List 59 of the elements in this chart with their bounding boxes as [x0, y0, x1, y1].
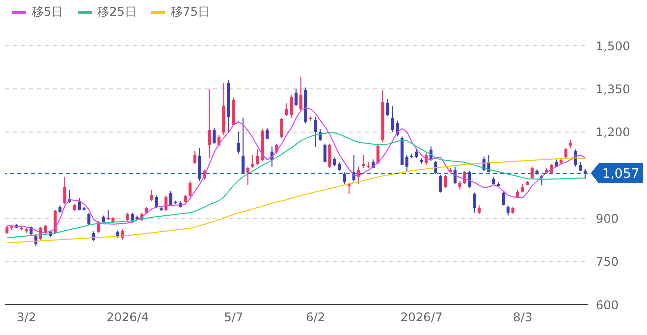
y-tick-label: 1,500: [596, 39, 630, 54]
candlestick: [468, 170, 472, 188]
candlestick: [506, 205, 510, 216]
candlestick: [266, 128, 269, 140]
legend-label: 移5日: [32, 4, 64, 21]
y-tick-label: 1,200: [596, 126, 630, 140]
x-tick-label: 6/2: [306, 310, 326, 325]
y-tick-label: 900: [596, 212, 619, 226]
ref-line-label: 1,057: [602, 166, 640, 182]
legend-label: 移75日: [170, 4, 210, 21]
candlestick: [280, 117, 284, 139]
candlestick: [212, 128, 216, 144]
candlestick: [454, 166, 457, 185]
x-tick-label: 3/2: [17, 310, 36, 325]
candlestick: [150, 189, 154, 202]
legend-label: 移25日: [98, 4, 137, 21]
candlestick: [473, 192, 476, 214]
candlestick: [251, 154, 254, 169]
candlestick: [328, 143, 332, 169]
candlestick: [164, 195, 168, 212]
x-tick-label: 8/3: [513, 310, 533, 325]
x-tick-label: 5/7: [224, 310, 244, 325]
candlestick: [64, 176, 67, 205]
candlestick: [242, 117, 245, 175]
candlestick: [88, 212, 91, 226]
y-tick-label: 600: [596, 298, 619, 312]
candlestick: [236, 132, 240, 154]
candlestick: [386, 98, 390, 118]
y-tick-label: 1,350: [596, 82, 630, 96]
candlestick: [300, 76, 303, 112]
candlestick: [439, 174, 442, 194]
candlestick: [78, 198, 81, 212]
candlestick: [188, 180, 192, 198]
x-tick-label: 2026/7: [400, 310, 443, 325]
candlestick: [342, 172, 346, 185]
candlestick: [208, 88, 212, 159]
y-tick-label: 750: [596, 255, 619, 270]
candlestick: [362, 154, 366, 169]
candlestick: [324, 143, 327, 164]
candlestick: [434, 160, 438, 175]
line-series: [6, 158, 586, 244]
candlestick: [194, 150, 197, 164]
candlestick: [198, 148, 202, 182]
candlestick: [502, 190, 505, 206]
candlestick: [564, 148, 568, 159]
candlestick: [285, 103, 288, 118]
x-tick-label: 2026/4: [106, 310, 149, 325]
candlestick: [530, 166, 534, 180]
candlestick: [246, 166, 250, 186]
candlestick: [444, 175, 448, 189]
candlestick: [391, 106, 394, 133]
candlestick: [290, 94, 293, 118]
candlestick: [415, 148, 418, 159]
candlestick: [155, 195, 158, 210]
candlestick: [376, 144, 380, 166]
line-series: [6, 107, 586, 234]
candlestick: [294, 88, 298, 107]
candlestick: [170, 190, 173, 206]
candlestick: [314, 116, 318, 148]
